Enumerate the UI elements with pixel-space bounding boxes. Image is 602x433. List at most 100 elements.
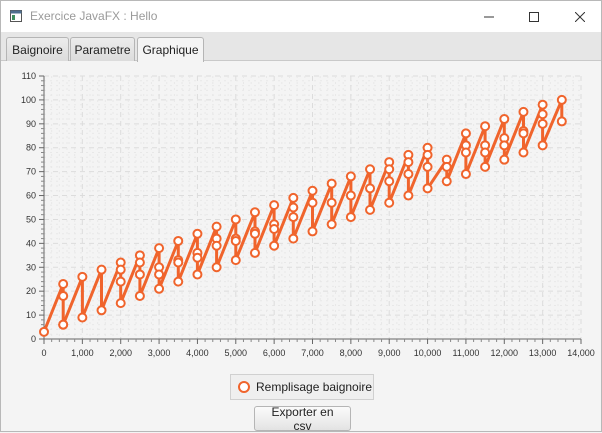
x-tick-label: 14,000 <box>567 348 595 358</box>
data-point <box>460 147 471 158</box>
data-point <box>307 226 318 237</box>
tab-graphique[interactable]: Graphique <box>137 37 204 62</box>
legend-label: Remplisage baignoire <box>256 380 373 394</box>
data-point <box>192 269 203 280</box>
data-point <box>173 257 184 268</box>
x-tick-label: 12,000 <box>491 348 519 358</box>
data-point <box>499 114 510 125</box>
data-point <box>537 109 548 120</box>
data-point <box>249 247 260 258</box>
data-point <box>211 240 222 251</box>
data-point <box>288 192 299 203</box>
y-tick-label: 0 <box>31 334 36 344</box>
data-point <box>384 164 395 175</box>
x-tick-label: 4,000 <box>186 348 209 358</box>
data-point <box>460 128 471 139</box>
data-point <box>326 197 337 208</box>
title-bar: Exercice JavaFX : Hello <box>1 1 601 32</box>
data-point <box>537 140 548 151</box>
data-point <box>192 228 203 239</box>
data-point <box>249 207 260 218</box>
y-tick-label: 110 <box>22 71 36 81</box>
data-point <box>211 262 222 273</box>
data-point <box>499 140 510 151</box>
data-point <box>365 183 376 194</box>
x-tick-label: 5,000 <box>225 348 248 358</box>
data-point <box>77 312 88 323</box>
data-point <box>96 305 107 316</box>
data-point <box>288 233 299 244</box>
data-point <box>480 147 491 158</box>
data-point <box>384 197 395 208</box>
minimize-button[interactable] <box>466 1 512 32</box>
data-point <box>58 319 69 330</box>
y-tick-label: 100 <box>21 95 36 105</box>
data-point <box>537 99 548 110</box>
export-csv-button[interactable]: Exporter en csv <box>254 405 351 433</box>
chart-axes: 0 10 20 30 40 50 60 70 80 90 100 110 0 1,000 2,000 3,00… <box>21 71 595 358</box>
minimize-icon <box>484 16 494 17</box>
data-point <box>537 118 548 129</box>
data-point <box>365 164 376 175</box>
x-tick-label: 6,000 <box>263 348 286 358</box>
data-point <box>499 154 510 165</box>
y-tick-label: 30 <box>26 262 36 272</box>
data-point <box>269 224 280 235</box>
chart-series <box>39 94 567 337</box>
data-point <box>115 276 126 287</box>
data-point <box>58 290 69 301</box>
maximize-button[interactable] <box>511 1 557 32</box>
data-point <box>307 197 318 208</box>
data-point <box>441 176 452 187</box>
legend-marker-icon <box>238 381 250 393</box>
x-tick-label: 8,000 <box>340 348 363 358</box>
y-tick-label: 70 <box>26 167 36 177</box>
data-point <box>518 147 529 158</box>
data-point <box>134 257 145 268</box>
data-point <box>230 255 241 266</box>
data-point <box>345 171 356 182</box>
tab-parametre[interactable]: Parametre <box>70 37 135 61</box>
data-point <box>422 161 433 172</box>
y-tick-label: 10 <box>26 310 36 320</box>
data-point <box>154 283 165 294</box>
data-point <box>518 128 529 139</box>
data-point <box>173 235 184 246</box>
data-point <box>154 269 165 280</box>
data-point <box>345 190 356 201</box>
data-point <box>269 240 280 251</box>
close-button[interactable] <box>557 1 602 32</box>
data-point <box>249 228 260 239</box>
data-point <box>326 219 337 230</box>
tab-baignoire[interactable]: Baignoire <box>6 37 69 61</box>
x-tick-label: 1,000 <box>71 348 94 358</box>
data-point <box>115 298 126 309</box>
data-point <box>422 183 433 194</box>
chart-legend: Remplisage baignoire <box>230 374 374 400</box>
data-point <box>211 221 222 232</box>
app-icon <box>10 10 22 22</box>
y-tick-label: 90 <box>26 119 36 129</box>
x-tick-label: 7,000 <box>301 348 324 358</box>
data-point <box>230 235 241 246</box>
tab-bar: Baignoire Parametre Graphique <box>1 32 601 62</box>
y-tick-label: 60 <box>26 191 36 201</box>
data-point <box>96 264 107 275</box>
x-tick-label: 13,000 <box>529 348 557 358</box>
data-point <box>441 161 452 172</box>
data-point <box>480 161 491 172</box>
data-point <box>345 212 356 223</box>
data-point <box>134 269 145 280</box>
maximize-icon <box>529 11 539 22</box>
data-point <box>403 190 414 201</box>
data-point <box>173 276 184 287</box>
x-tick-label: 2,000 <box>109 348 132 358</box>
x-tick-label: 11,000 <box>452 348 479 358</box>
data-point <box>556 116 567 127</box>
data-point <box>460 169 471 180</box>
y-tick-label: 20 <box>26 286 36 296</box>
window-title: Exercice JavaFX : Hello <box>30 9 158 23</box>
data-point <box>556 94 567 105</box>
data-point <box>154 243 165 254</box>
